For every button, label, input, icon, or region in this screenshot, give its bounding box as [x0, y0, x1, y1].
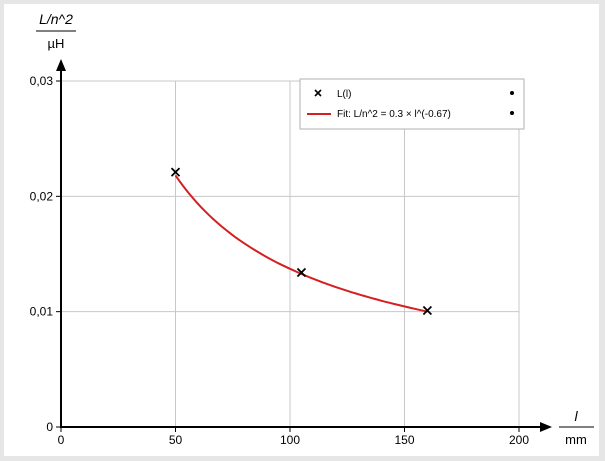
- y-tick-label: 0,03: [30, 74, 54, 88]
- data-points: [170, 167, 433, 316]
- x-axis-unit: mm: [565, 432, 587, 447]
- legend-marker-x: [314, 89, 322, 97]
- y-axis-variable: L/n^2: [39, 11, 73, 27]
- y-tick-label: 0,01: [30, 305, 54, 319]
- x-tick-label: 200: [509, 433, 529, 447]
- data-point: [422, 305, 433, 316]
- ticks: 0 50 100 150 200 0 0,01 0,02 0,03: [30, 74, 530, 447]
- y-tick-label: 0,02: [30, 189, 54, 203]
- legend-dot: [510, 91, 514, 95]
- y-tick-label: 0: [46, 420, 53, 434]
- y-axis-unit: µH: [48, 36, 65, 51]
- x-tick-label: 100: [280, 433, 300, 447]
- axes: [56, 59, 552, 432]
- x-tick-label: 50: [169, 433, 183, 447]
- legend-dot: [510, 111, 514, 115]
- data-point: [296, 267, 307, 278]
- data-point-stroke: [296, 267, 307, 278]
- data-point: [170, 167, 181, 177]
- x-tick-label: 0: [58, 433, 65, 447]
- legend-box: [299, 78, 525, 130]
- grid: [61, 80, 520, 427]
- data-point-stroke: [422, 305, 433, 316]
- x-axis-arrow: [540, 422, 552, 432]
- fit-line: [174, 174, 428, 313]
- chart-panel: 0 50 100 150 200 0 0,01 0,02 0,03 L/n^2 µH l mm …: [4, 4, 599, 456]
- y-axis-arrow: [56, 59, 66, 71]
- x-axis-variable: l: [574, 408, 578, 424]
- legend-label-fit: Fit: L/n^2 = 0.3 × l^(-0.67): [337, 109, 451, 120]
- legend: L(l) Fit: L/n^2 = 0.3 × l^(-0.67): [299, 78, 525, 130]
- legend-label-points: L(l): [337, 89, 351, 100]
- x-tick-label: 150: [394, 433, 414, 447]
- data-point-stroke: [170, 167, 181, 177]
- fit-curve: [174, 174, 428, 313]
